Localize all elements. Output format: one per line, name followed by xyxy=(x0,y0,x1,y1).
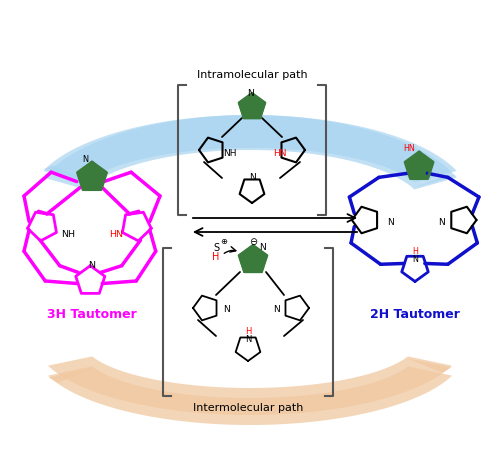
Text: H: H xyxy=(212,252,220,262)
Text: 3H Tautomer: 3H Tautomer xyxy=(47,308,137,321)
Polygon shape xyxy=(407,358,452,373)
Polygon shape xyxy=(238,93,266,119)
Text: NH: NH xyxy=(61,230,75,239)
Polygon shape xyxy=(405,152,433,179)
Text: N: N xyxy=(248,172,256,181)
Polygon shape xyxy=(44,165,86,180)
Text: ⊕: ⊕ xyxy=(220,237,228,246)
Text: HN: HN xyxy=(404,144,415,153)
Text: N: N xyxy=(258,243,266,252)
Text: N: N xyxy=(272,305,280,314)
Text: ⊖: ⊖ xyxy=(249,237,257,247)
Text: Intramolecular path: Intramolecular path xyxy=(196,70,308,80)
Polygon shape xyxy=(414,176,456,188)
Polygon shape xyxy=(48,366,452,425)
Text: N: N xyxy=(387,218,394,227)
Text: N: N xyxy=(438,218,444,227)
Text: N: N xyxy=(245,335,251,344)
Polygon shape xyxy=(44,115,457,189)
Text: N: N xyxy=(412,255,418,264)
Polygon shape xyxy=(238,245,268,272)
Text: 2H Tautomer: 2H Tautomer xyxy=(370,308,460,321)
Text: N: N xyxy=(88,261,96,270)
Polygon shape xyxy=(78,162,106,189)
Text: N: N xyxy=(246,88,254,97)
Text: S: S xyxy=(213,243,219,253)
Text: H: H xyxy=(245,327,251,336)
Text: N: N xyxy=(82,155,88,164)
Polygon shape xyxy=(48,368,93,383)
Text: H: H xyxy=(412,247,418,255)
Text: N: N xyxy=(222,305,230,314)
Polygon shape xyxy=(44,115,457,182)
Text: HN: HN xyxy=(109,230,123,239)
Polygon shape xyxy=(48,357,452,415)
Text: HN: HN xyxy=(273,149,287,158)
Text: NH: NH xyxy=(223,149,237,158)
Text: Intermolecular path: Intermolecular path xyxy=(193,403,303,413)
